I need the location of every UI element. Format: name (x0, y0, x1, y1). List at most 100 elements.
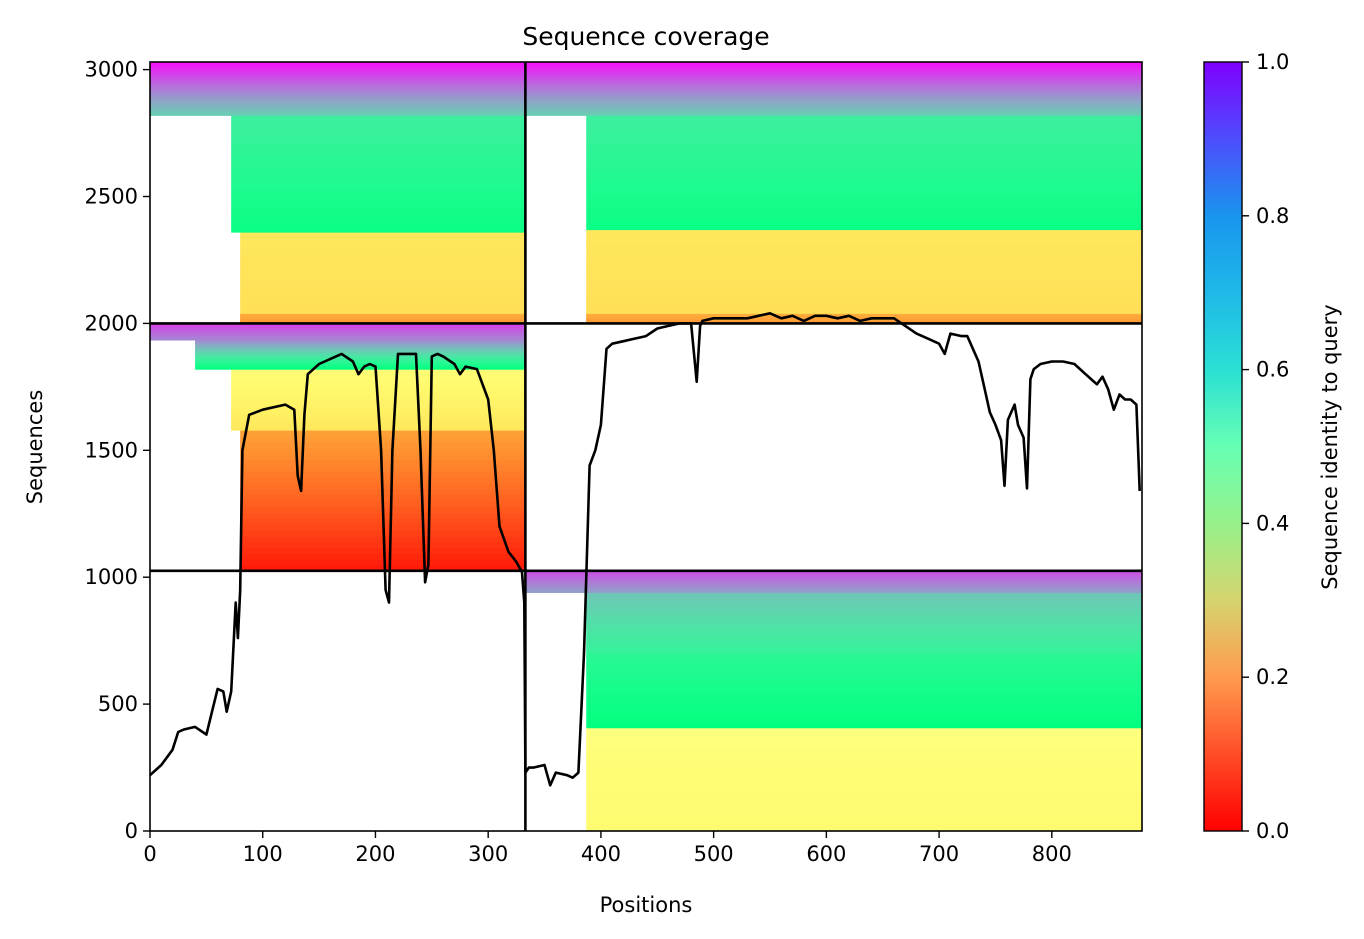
identity-band (586, 196, 1142, 202)
identity-band (150, 95, 526, 99)
x-tick-label: 0 (143, 842, 156, 866)
identity-band (586, 181, 1142, 188)
identity-band (231, 115, 526, 121)
identity-band (231, 134, 526, 141)
identity-band (525, 583, 1142, 585)
identity-band (525, 572, 1142, 575)
identity-band (525, 86, 1142, 90)
identity-band (525, 88, 1142, 92)
identity-band (586, 754, 1142, 759)
identity-band (150, 328, 526, 330)
identity-band (231, 371, 526, 375)
identity-band (525, 113, 1142, 116)
identity-band (150, 331, 526, 333)
identity-band (240, 248, 526, 253)
identity-band (586, 622, 1142, 627)
identity-band (150, 339, 526, 341)
y-tick-label: 2500 (85, 185, 138, 209)
identity-band (525, 97, 1142, 101)
identity-band (586, 617, 1142, 621)
identity-band (586, 246, 1142, 252)
identity-band (231, 183, 526, 189)
identity-band (586, 597, 1142, 601)
identity-band (150, 106, 526, 110)
identity-band (240, 289, 526, 294)
chain1-block (150, 62, 526, 572)
identity-band (195, 345, 526, 348)
identity-band (240, 252, 526, 257)
identity-band (525, 79, 1142, 83)
identity-band (586, 271, 1142, 276)
identity-band (195, 344, 526, 347)
identity-band (586, 735, 1142, 741)
identity-band (231, 207, 526, 214)
identity-band (586, 764, 1142, 769)
colorbar-tick-label: 0.4 (1256, 511, 1289, 535)
identity-band (525, 104, 1142, 108)
identity-band (586, 278, 1142, 283)
identity-band (240, 269, 526, 274)
identity-band (586, 215, 1142, 221)
identity-band (240, 441, 526, 449)
x-tick-label: 300 (468, 842, 508, 866)
y-tick-label: 2000 (85, 311, 138, 335)
identity-band (231, 188, 526, 194)
identity-band (231, 384, 526, 388)
identity-band (586, 295, 1142, 300)
identity-band (586, 633, 1142, 637)
identity-band (586, 650, 1142, 654)
identity-band (231, 197, 526, 204)
identity-band (525, 587, 1142, 589)
identity-band (586, 739, 1142, 744)
chart-title: Sequence coverage (522, 22, 769, 51)
identity-band (150, 110, 526, 114)
identity-band (586, 210, 1142, 216)
identity-band (150, 88, 526, 92)
identity-band (240, 559, 526, 566)
identity-band (586, 139, 1142, 145)
identity-band (240, 272, 526, 277)
identity-band (586, 635, 1142, 639)
identity-band (150, 104, 526, 108)
identity-band (150, 93, 526, 96)
identity-band (586, 708, 1142, 713)
identity-band (231, 427, 526, 431)
identity-band (586, 612, 1142, 616)
identity-band (231, 222, 526, 228)
chain2-upper-block (525, 62, 1142, 325)
identity-band (150, 330, 526, 333)
identity-band (586, 672, 1142, 678)
identity-band (231, 144, 526, 150)
identity-band (231, 125, 526, 131)
identity-band (586, 665, 1142, 670)
identity-band (586, 594, 1142, 599)
identity-band (195, 358, 526, 360)
identity-band (586, 627, 1142, 632)
identity-band (586, 172, 1142, 178)
identity-band (586, 684, 1142, 690)
identity-band (240, 232, 526, 237)
identity-band (150, 77, 526, 81)
identity-band (586, 260, 1142, 265)
identity-band (231, 374, 526, 378)
identity-band (150, 324, 526, 326)
identity-band (525, 73, 1142, 76)
colorbar-label: Sequence identity to query (1318, 304, 1342, 589)
identity-band (525, 584, 1142, 586)
identity-band (586, 274, 1142, 279)
identity-band (150, 325, 526, 327)
identity-band (150, 97, 526, 101)
identity-band (525, 590, 1142, 593)
identity-band (525, 68, 1142, 72)
identity-band (525, 591, 1142, 594)
identity-band (525, 106, 1142, 110)
identity-band (586, 761, 1142, 766)
identity-band (586, 640, 1142, 644)
identity-band (231, 379, 526, 383)
identity-band (586, 719, 1142, 725)
identity-band (525, 579, 1142, 582)
identity-band (231, 381, 526, 385)
identity-band (586, 620, 1142, 624)
identity-band (586, 810, 1142, 815)
